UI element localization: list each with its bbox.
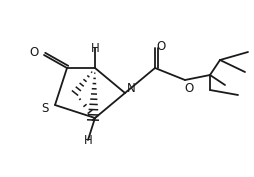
- Text: N: N: [126, 81, 135, 95]
- Text: O: O: [184, 81, 193, 95]
- Text: H: H: [90, 41, 99, 55]
- Text: S: S: [41, 101, 49, 115]
- Text: O: O: [156, 39, 165, 53]
- Text: H: H: [83, 133, 92, 147]
- Text: O: O: [29, 47, 38, 59]
